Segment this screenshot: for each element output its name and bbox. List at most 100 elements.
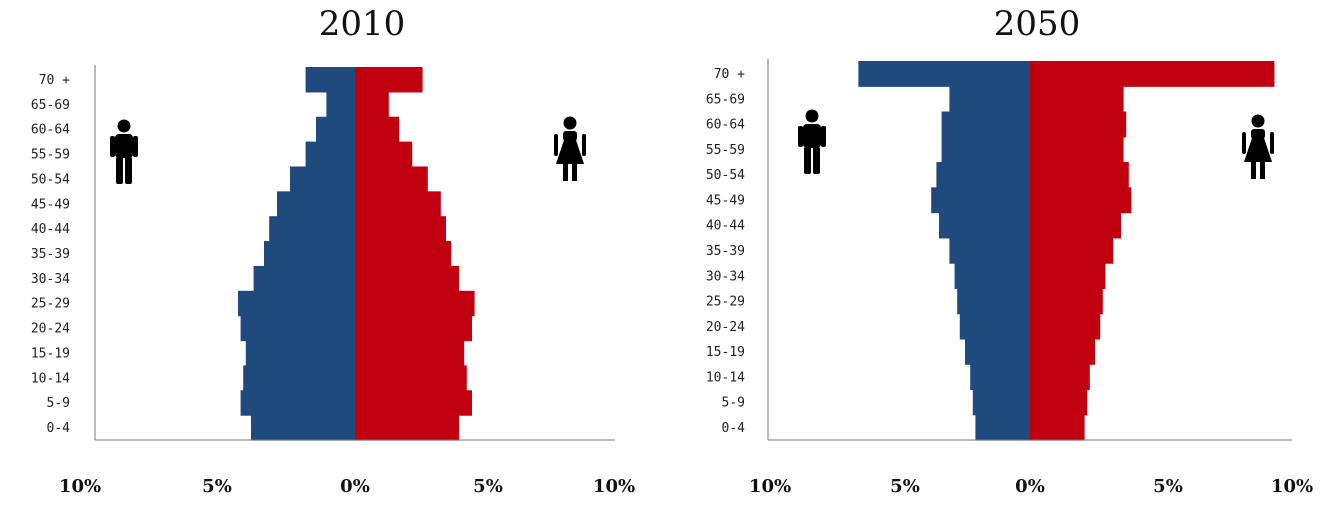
p2010-bar-male-35-39 <box>264 241 355 267</box>
p2050-bar-male-65-69 <box>949 86 1030 113</box>
p2010-category-label: 0-4 <box>47 421 71 436</box>
p2050-bars <box>858 61 1275 441</box>
p2050-category-label: 50-54 <box>706 168 745 183</box>
p2010-category-label: 55-59 <box>31 148 70 163</box>
p2010-bar-male-45-49 <box>277 191 355 217</box>
p2010-bar-male-65-69 <box>326 91 355 118</box>
p2010-bar-female-10-14 <box>355 365 467 391</box>
p2050-bar-female-5-9 <box>1030 389 1088 416</box>
p2050-category-label: 10-14 <box>706 370 745 385</box>
p2010-bar-male-40-44 <box>269 216 355 242</box>
p2010-category-label: 35-39 <box>31 247 70 262</box>
p2050-category-label: 0-4 <box>722 421 746 436</box>
p2010-male-person-icon-leg-left <box>116 157 123 184</box>
p2010-bar-female-65-69 <box>355 91 389 118</box>
p2050-bar-male-30-34 <box>954 263 1030 289</box>
p2050-bar-male-10-14 <box>970 364 1030 391</box>
p2050-bar-female-15-19 <box>1030 338 1095 365</box>
p2010-female-person-icon <box>554 116 586 181</box>
p2050-bar-male-25-29 <box>957 288 1030 315</box>
p2010-category-label: 65-69 <box>31 98 70 113</box>
p2050-category-label: 55-59 <box>706 143 745 158</box>
p2050-category-label: 65-69 <box>706 92 745 107</box>
p2010-bar-male-5-9 <box>240 390 355 416</box>
p2010-bar-male-55-59 <box>305 141 355 168</box>
p2050-category-label: 15-19 <box>706 345 745 360</box>
p2010-category-label: 25-29 <box>31 297 70 312</box>
p2050-bar-female-25-29 <box>1030 288 1103 315</box>
p2010-male-person-icon-arm-left <box>110 136 115 157</box>
p2010-x-tick-label: 0% <box>340 476 370 497</box>
p2050-bar-female-45-49 <box>1030 187 1132 214</box>
p2010-bar-female-15-19 <box>355 340 465 366</box>
p2050-category-label: 25-29 <box>706 295 745 310</box>
p2010-bar-male-50-54 <box>290 166 355 192</box>
p2050-bar-male-55-59 <box>941 136 1030 163</box>
p2010-bar-male-30-34 <box>253 265 355 292</box>
p2050-bar-female-65-69 <box>1030 86 1124 113</box>
p2010-x-tick-label: 10% <box>59 476 101 497</box>
p2010-x-tick-label: 5% <box>202 476 232 497</box>
p2010-category-label: 15-19 <box>31 346 70 361</box>
p2050-panel: 2050 70 + 65-69 60-64 55-59 50-54 45-49 40-44 35… <box>706 4 1313 497</box>
p2010-category-label: 20-24 <box>31 322 70 337</box>
p2050-bar-male-20-24 <box>959 313 1030 340</box>
p2010-male-person-icon-leg-right <box>125 157 132 184</box>
p2010-category-label: 45-49 <box>31 197 70 212</box>
p2050-female-person-icon-leg-right <box>1260 162 1265 179</box>
p2010-bar-male-20-24 <box>240 315 355 342</box>
p2010-bar-female-50-54 <box>355 166 428 192</box>
p2050-bar-male-35-39 <box>949 237 1030 264</box>
p2050-female-person-icon-leg-left <box>1251 162 1256 179</box>
p2010-female-person-icon-leg-right <box>572 164 577 181</box>
p2010-female-person-icon-leg-left <box>563 164 568 181</box>
p2050-bar-female-50-54 <box>1030 162 1129 188</box>
p2010-bar-female-25-29 <box>355 290 475 317</box>
p2050-female-person-icon-head <box>1251 114 1265 128</box>
p2010-category-label: 30-34 <box>31 272 70 287</box>
p2050-category-label: 60-64 <box>706 118 745 133</box>
p2050-x-tick-label: 10% <box>1271 476 1313 497</box>
p2010-bar-male-60-64 <box>316 116 355 143</box>
p2050-bar-female-35-39 <box>1030 237 1114 264</box>
p2050-x-tick-label: 10% <box>749 476 791 497</box>
p2050-bar-male-0-4 <box>975 414 1030 441</box>
p2010-female-person-icon-head <box>563 116 577 130</box>
p2050-male-person-icon-torso <box>803 124 821 148</box>
p2010-category-label: 10-14 <box>31 371 70 386</box>
p2010-bar-male-70 <box>305 67 355 93</box>
p2010-bar-male-15-19 <box>245 340 355 366</box>
p2050-category-label: 5-9 <box>722 396 745 411</box>
p2050-male-person-icon-arm-left <box>798 126 803 147</box>
p2050-category-label: 35-39 <box>706 244 745 259</box>
p2010-bar-female-20-24 <box>355 315 472 342</box>
p2050-bar-male-50-54 <box>936 162 1030 188</box>
p2010-bar-male-0-4 <box>251 415 355 441</box>
p2050-bar-female-20-24 <box>1030 313 1101 340</box>
p2010-bar-female-0-4 <box>355 415 459 441</box>
p2050-female-person-icon-arm-right <box>1270 132 1274 154</box>
p2010-female-person-icon-dress <box>556 140 584 164</box>
p2050-female-person-icon-arm-left <box>1242 132 1246 154</box>
p2050-category-label: 45-49 <box>706 193 745 208</box>
p2010-category-label: 5-9 <box>47 396 70 411</box>
p2010-male-person-icon <box>110 119 138 184</box>
p2050-bar-female-70 <box>1030 61 1275 87</box>
p2010-bar-female-5-9 <box>355 390 472 416</box>
p2050-male-person-icon <box>798 109 826 174</box>
p2010-female-person-icon-arm-right <box>582 134 586 156</box>
p2050-category-label: 70 + <box>714 67 745 82</box>
p2050-male-person-icon-leg-left <box>804 147 811 174</box>
p2010-bar-male-25-29 <box>238 290 355 317</box>
p2010-female-person-icon-torso <box>563 131 577 141</box>
p2050-female-person-icon-torso <box>1251 129 1265 139</box>
p2010-bar-female-55-59 <box>355 141 413 168</box>
p2050-bar-male-45-49 <box>931 187 1030 214</box>
p2010-male-person-icon-torso <box>115 134 133 158</box>
p2010-x-tick-label: 5% <box>473 476 503 497</box>
p2050-x-tick-label: 5% <box>1153 476 1183 497</box>
p2050-category-label: 40-44 <box>706 219 745 234</box>
p2050-bar-male-5-9 <box>972 389 1030 416</box>
p2010-male-person-icon-head <box>117 119 131 133</box>
